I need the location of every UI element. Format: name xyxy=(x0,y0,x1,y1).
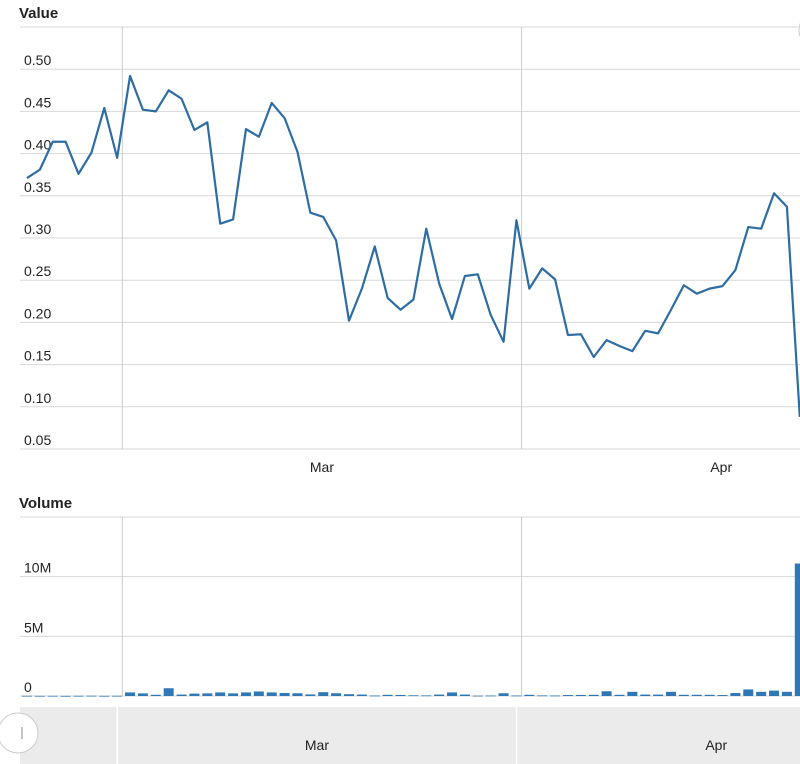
volume-bar xyxy=(421,695,432,697)
x-tick-label: Apr xyxy=(710,459,732,475)
volume-bar xyxy=(99,695,110,697)
volume-bar xyxy=(408,695,419,697)
volume-bar xyxy=(666,691,676,696)
volume-bar xyxy=(137,693,148,696)
volume-bar xyxy=(704,694,715,696)
y-tick-label: 5M xyxy=(24,619,43,635)
y-tick-label: 0.35 xyxy=(24,179,51,195)
volume-bar xyxy=(228,693,239,696)
volume-bar xyxy=(176,694,187,696)
volume-bar xyxy=(434,694,445,696)
volume-bar xyxy=(73,695,84,697)
volume-bar xyxy=(344,694,354,696)
volume-bar xyxy=(794,563,800,696)
value-line xyxy=(26,74,800,417)
navigator-label: Apr xyxy=(705,737,727,753)
volume-bar xyxy=(382,694,393,696)
volume-bar xyxy=(215,692,226,696)
chart-title: Volume xyxy=(19,495,72,512)
volume-bar xyxy=(395,694,406,696)
volume-bar xyxy=(47,695,58,697)
y-tick-label: 0.40 xyxy=(24,137,51,153)
chart-title: Value xyxy=(19,5,58,22)
volume-bar xyxy=(459,694,470,696)
y-tick-label: 0 xyxy=(24,679,32,695)
volume-bar xyxy=(86,695,97,697)
y-tick-label: 0.05 xyxy=(24,432,51,448)
volume-bar xyxy=(125,692,136,696)
volume-bar xyxy=(305,694,316,696)
volume-bar xyxy=(743,689,754,696)
volume-bar xyxy=(279,693,290,696)
volume-bar xyxy=(498,693,509,696)
volume-bar xyxy=(627,691,638,696)
volume-bar xyxy=(550,695,561,697)
volume-bar xyxy=(150,694,161,696)
volume-bar xyxy=(781,691,792,696)
volume-bar xyxy=(472,695,483,697)
x-tick-label: Mar xyxy=(310,459,334,475)
volume-bar xyxy=(678,694,689,696)
volume-bar xyxy=(511,695,522,697)
volume-bar xyxy=(266,692,277,696)
volume-bar xyxy=(562,695,573,696)
volume-bar xyxy=(601,691,612,696)
volume-bar xyxy=(202,693,213,696)
volume-bar xyxy=(524,694,535,696)
volume-bar xyxy=(575,694,586,696)
y-tick-label: 0.15 xyxy=(24,348,51,364)
volume-bar xyxy=(253,691,264,696)
volume-bar xyxy=(769,690,780,696)
y-tick-label: 0.10 xyxy=(24,390,51,406)
volume-bar xyxy=(163,688,174,696)
volume-bar xyxy=(640,694,651,696)
volume-bar xyxy=(369,695,380,697)
y-tick-label: 0.20 xyxy=(24,305,51,321)
volume-bar xyxy=(588,694,599,696)
volume-bar xyxy=(485,695,496,697)
volume-bar xyxy=(22,695,32,697)
y-tick-label: 0.50 xyxy=(24,52,51,68)
y-tick-label: 0.30 xyxy=(24,221,51,237)
navigator[interactable] xyxy=(20,707,800,764)
y-tick-label: 0.25 xyxy=(24,263,51,279)
y-tick-label: 10M xyxy=(24,560,51,576)
volume-bar xyxy=(717,695,728,696)
volume-bar xyxy=(112,695,123,697)
volume-bar xyxy=(34,695,45,697)
volume-bar xyxy=(318,692,329,696)
volume-bar xyxy=(60,695,71,697)
volume-bar xyxy=(614,694,625,696)
navigator-label: Mar xyxy=(305,737,329,753)
volume-bar xyxy=(447,692,458,696)
volume-bar xyxy=(756,691,767,696)
volume-bar xyxy=(331,693,342,696)
volume-bar xyxy=(240,692,251,696)
navigator-handle[interactable] xyxy=(0,712,39,754)
volume-bar xyxy=(537,695,548,697)
volume-bar xyxy=(653,694,664,696)
volume-bar xyxy=(356,694,367,696)
volume-bar xyxy=(691,694,702,696)
volume-bar xyxy=(292,693,303,696)
volume-bar xyxy=(189,693,200,696)
volume-bar xyxy=(730,693,741,696)
y-tick-label: 0.45 xyxy=(24,94,51,110)
